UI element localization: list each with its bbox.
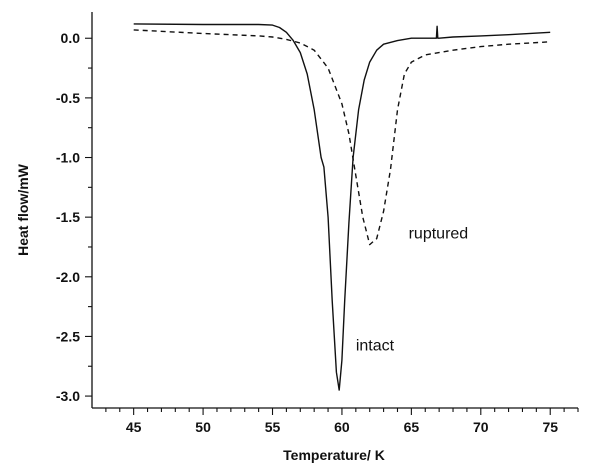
annotation-intact: intact xyxy=(356,338,395,355)
y-tick-label: -2.0 xyxy=(56,269,80,285)
x-tick-label: 70 xyxy=(473,419,489,435)
x-tick-label: 45 xyxy=(126,419,142,435)
x-axis-title: Temperature/ K xyxy=(283,447,385,463)
annotations: ruptured intact xyxy=(356,226,468,355)
x-tick-label: 65 xyxy=(404,419,420,435)
x-tick-label: 50 xyxy=(195,419,211,435)
y-tick-label: -1.5 xyxy=(56,209,80,225)
y-tick-label: -1.0 xyxy=(56,150,80,166)
series-line-ruptured xyxy=(133,29,551,246)
y-tick-label: -2.5 xyxy=(56,328,80,344)
y-axis-ticks: 0.0 -0.5 -1.0 -1.5 -2.0 -2.5 -3.0 xyxy=(56,30,92,404)
x-tick-label: 55 xyxy=(265,419,281,435)
series-layer xyxy=(133,23,551,391)
y-axis-title: Heat flow/mW xyxy=(15,163,31,256)
x-tick-label: 75 xyxy=(542,419,558,435)
y-tick-label: -3.0 xyxy=(56,388,80,404)
annotation-ruptured: ruptured xyxy=(409,226,469,243)
y-tick-label: -0.5 xyxy=(56,90,80,106)
y-tick-label: 0.0 xyxy=(61,30,81,46)
x-axis-ticks: 45 50 55 60 65 70 75 xyxy=(105,408,579,435)
axes-frame xyxy=(91,12,578,409)
x-tick-label: 60 xyxy=(334,419,350,435)
series-line-intact xyxy=(133,23,551,391)
